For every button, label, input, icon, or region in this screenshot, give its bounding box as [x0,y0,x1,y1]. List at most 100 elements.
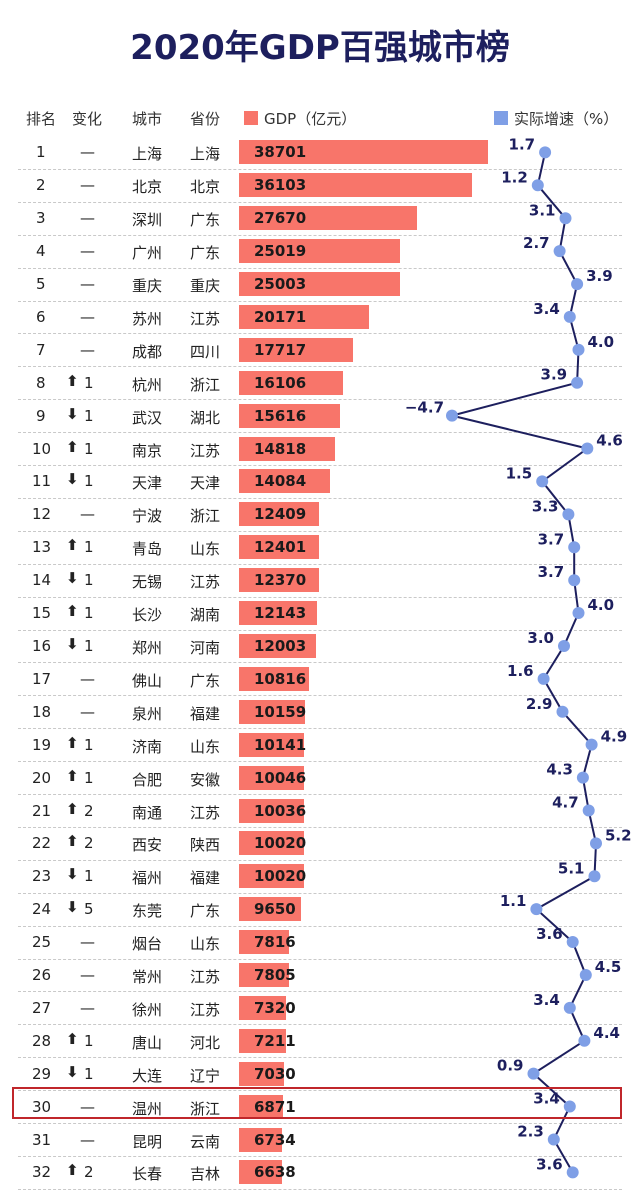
gdp-value-label: 36103 [254,176,307,195]
row-divider [18,563,622,565]
down-arrow-icon: ⬇ [66,865,79,884]
no-change-dash: — [80,307,95,326]
province-cell: 福建 [190,869,221,888]
growth-point [572,343,585,356]
growth-value-label: 2.9 [526,695,553,713]
gdp-value-label: 17717 [254,340,307,359]
province-cell: 辽宁 [190,1066,221,1085]
gdp-bar [239,1127,283,1152]
no-change-dash: — [80,966,95,984]
growth-value-label: 4.9 [601,728,628,746]
gdp-bar [239,568,319,593]
gdp-bar [239,897,302,922]
rank-cell: 19 [32,735,52,754]
growth-point [590,837,602,850]
down-arrow-icon: ⬇ [66,470,79,489]
growth-value-label: 0.9 [497,1057,524,1075]
row-divider [18,497,622,499]
gdp-value-label: 10020 [254,834,307,853]
rank-change-value: 2 [84,1163,94,1182]
row-divider [18,1090,622,1092]
province-cell: 天津 [190,474,221,493]
city-cell: 徐州 [132,1000,163,1019]
row-divider [18,300,622,302]
gdp-value-label: 10159 [254,702,307,721]
province-cell: 上海 [190,145,221,164]
row-divider [18,859,622,861]
growth-point [566,1166,579,1179]
gdp-value-label: 20171 [254,307,307,326]
rank-cell: 24 [32,900,52,919]
no-change-dash: — [80,209,95,228]
rank-cell: 28 [32,1031,52,1050]
rank-cell: 17 [32,669,52,688]
city-cell: 北京 [132,178,163,197]
growth-point [568,541,581,554]
province-cell: 浙江 [190,1099,221,1118]
province-cell: 浙江 [190,507,221,526]
growth-value-label: 3.9 [541,366,568,384]
province-cell: 江苏 [190,441,221,460]
gdp-value-label: 12370 [254,571,307,590]
row-divider [18,201,622,203]
city-cell: 重庆 [132,277,163,296]
rank-change-value: 1 [84,867,94,886]
no-change-dash: — [80,143,95,162]
header-growth: 实际增速（%） [514,110,619,128]
no-change-dash: — [80,340,95,359]
gdp-value-label: 6638 [254,1163,296,1182]
growth-value-label: 1.6 [507,662,534,680]
growth-point [563,1100,576,1113]
city-cell: 烟台 [132,935,163,953]
gdp-value-label: 7816 [254,933,296,951]
gdp-value-label: 14818 [254,439,307,458]
rank-cell: 32 [32,1163,52,1182]
gdp-value-label: 6734 [254,1130,296,1149]
city-cell: 合肥 [132,770,163,789]
gdp-bar [239,798,304,823]
city-cell: 长沙 [132,606,163,624]
gdp-bar [239,634,317,658]
gdp-bar [239,469,330,494]
growth-value-label: 1.1 [500,892,527,910]
city-cell: 南京 [132,441,163,460]
gdp-bar [239,831,304,856]
province-cell: 重庆 [190,277,221,296]
header-province: 省份 [190,110,221,128]
rank-cell: 18 [32,702,52,721]
city-cell: 长春 [132,1165,163,1184]
city-cell: 成都 [132,342,163,361]
growth-legend-swatch [494,111,508,125]
gdp-value-label: 10020 [254,867,307,886]
no-change-dash: — [80,933,95,951]
rank-cell: 3 [36,209,46,228]
no-change-dash: — [80,1097,95,1116]
chart-title: 2020年GDP百强城市榜 [130,28,510,68]
gdp-value-label: 10816 [254,669,307,688]
gdp-value-label: 7211 [254,1031,296,1050]
gdp-bar [239,337,354,362]
header-change: 变化 [72,110,103,128]
rank-cell: 1 [36,143,46,162]
growth-point [558,640,570,652]
province-cell: 山东 [190,540,221,559]
province-cell: 广东 [190,902,221,921]
rank-change-value: 1 [84,735,94,754]
row-divider [18,925,622,927]
growth-point [566,936,579,948]
city-cell: 南通 [132,803,163,822]
up-arrow-icon: ⬆ [66,437,79,456]
growth-value-label: 5.2 [605,826,632,844]
gdp-value-label: 10046 [254,768,307,787]
city-cell: 东莞 [132,902,163,921]
growth-value-label: 4.4 [593,1024,620,1042]
growth-point [571,376,584,389]
province-cell: 安徽 [190,770,221,789]
gdp-value-label: 10141 [254,735,307,754]
growth-point [578,1034,591,1047]
row-divider [18,826,622,828]
growth-point [571,278,584,291]
up-arrow-icon: ⬆ [66,371,79,390]
city-cell: 杭州 [132,375,163,394]
